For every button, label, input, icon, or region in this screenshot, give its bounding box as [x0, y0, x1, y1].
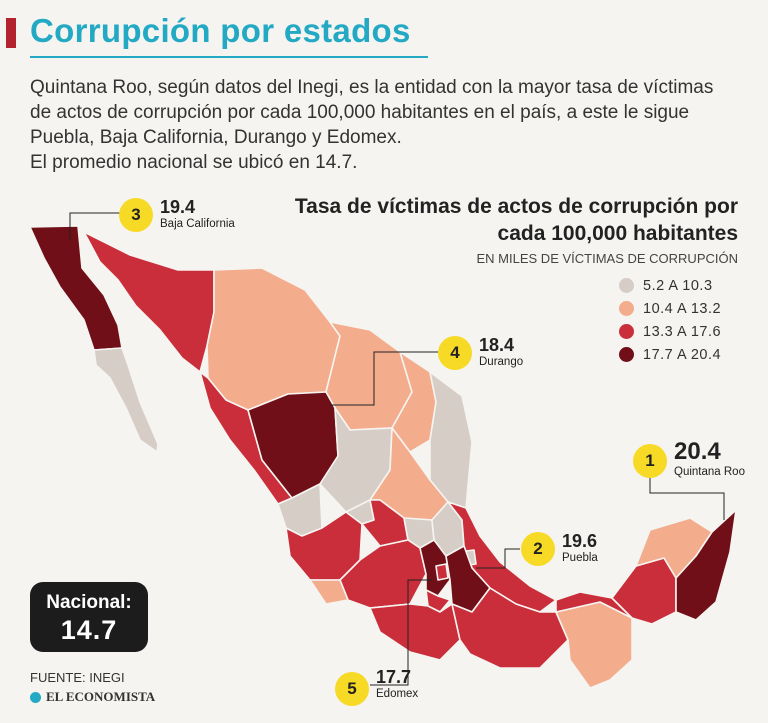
callout-state: Quintana Roo [674, 466, 745, 478]
legend-item: 5.2 A 10.3 [568, 274, 738, 297]
callout-value: 20.4 [674, 438, 721, 465]
state-jalisco [285, 511, 363, 581]
callout-text: 19.4 Baja California [160, 198, 235, 231]
callout-baja-california: 3 19.4 Baja California [119, 198, 235, 232]
legend-label: 17.7 A 20.4 [643, 346, 722, 363]
intro-text: Quintana Roo, según datos del Inegi, es … [30, 75, 730, 175]
callout-puebla: 2 19.6 Puebla [521, 532, 598, 566]
callout-value: 17.7 [376, 667, 412, 687]
intro-paragraph: Quintana Roo, según datos del Inegi, es … [30, 77, 714, 148]
callout-text: 20.4 Quintana Roo [674, 440, 745, 479]
state-cdmx [435, 563, 449, 581]
callout-text: 18.4 Durango [479, 336, 523, 369]
state-quintana-roo [675, 509, 737, 621]
logo-text: EL ECONOMISTA [46, 689, 156, 704]
leader-line-durango [330, 351, 438, 406]
title-accent-bar [6, 18, 16, 48]
legend-swatch [619, 301, 634, 316]
state-chiapas [555, 601, 633, 689]
legend-swatch [619, 278, 634, 293]
legend-swatch [619, 324, 634, 339]
national-value: 14.7 [60, 615, 118, 645]
publisher-logo: EL ECONOMISTA [30, 689, 155, 705]
leader-line-puebla [476, 548, 520, 569]
rank-badge: 2 [521, 532, 555, 566]
legend-label: 5.2 A 10.3 [643, 277, 713, 294]
state-edomex [419, 539, 451, 597]
callout-quintana-roo: 1 20.4 Quintana Roo [633, 440, 745, 479]
rank-badge: 1 [633, 444, 667, 478]
national-average-box: Nacional: 14.7 [30, 582, 148, 652]
legend-item: 13.3 A 17.6 [568, 320, 738, 343]
legend-item: 10.4 A 13.2 [568, 297, 738, 320]
state-colima [309, 579, 349, 605]
title-underline [30, 56, 428, 58]
source-note: FUENTE: INEGI [30, 670, 125, 685]
legend-label: 10.4 A 13.2 [643, 300, 722, 317]
state-baja-california-sur [93, 347, 159, 453]
leader-line-baja [69, 212, 122, 240]
logo-icon [30, 691, 41, 703]
callout-value: 19.4 [160, 197, 196, 217]
callout-text: 19.6 Puebla [562, 532, 598, 565]
rank-badge: 5 [335, 672, 369, 706]
national-label: Nacional: [46, 592, 132, 613]
legend-label: 13.3 A 17.6 [643, 323, 722, 340]
intro-average: El promedio nacional se ubicó en 14.7. [30, 152, 358, 173]
leader-line-edomex [370, 579, 432, 686]
callout-state: Durango [479, 356, 524, 368]
callout-durango: 4 18.4 Durango [438, 336, 523, 370]
callout-state: Edomex [376, 688, 419, 700]
state-chihuahua [206, 267, 341, 411]
page-title: Corrupción por estados [30, 12, 411, 49]
state-guerrero [369, 603, 461, 661]
rank-badge: 4 [438, 336, 472, 370]
legend-title: Tasa de víctimas de actos de corrupción … [294, 195, 738, 245]
legend-swatch [619, 347, 634, 362]
callout-state: Puebla [562, 552, 598, 564]
legend-list: 5.2 A 10.3 10.4 A 13.2 13.3 A 17.6 17.7 … [568, 274, 738, 366]
state-morelos [425, 589, 451, 613]
callout-text: 17.7 Edomex [376, 668, 418, 701]
callout-edomex: 5 17.7 Edomex [335, 668, 418, 706]
callout-value: 19.6 [562, 531, 598, 551]
rank-badge: 3 [119, 198, 153, 232]
legend-subtitle: EN MILES DE VÍCTIMAS DE CORRUPCIÓN [476, 251, 738, 266]
callout-value: 18.4 [479, 335, 515, 355]
callout-state: Baja California [160, 218, 235, 230]
legend-item: 17.7 A 20.4 [568, 343, 738, 366]
